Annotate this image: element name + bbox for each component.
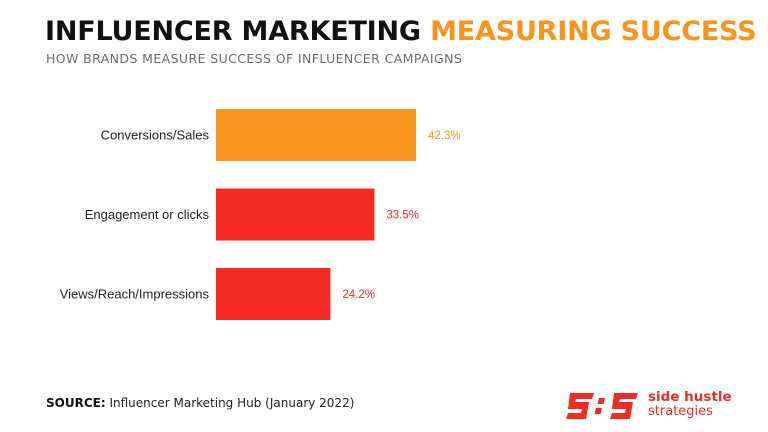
category-label: Views/Reach/Impressions: [60, 287, 210, 302]
bar: [216, 268, 331, 320]
value-label: 24.2%: [342, 289, 375, 301]
category-label: Conversions/Sales: [101, 128, 210, 143]
source-text: Influencer Marketing Hub (January 2022): [109, 396, 355, 410]
bar: [216, 188, 375, 241]
logo-mark-icon: [566, 393, 638, 419]
chart-title: INFLUENCER MARKETING MEASURING SUCCESS: [45, 14, 757, 50]
logo-text-line1: side hustle: [648, 389, 732, 405]
category-label: Engagement or clicks: [85, 207, 210, 222]
title-main: INFLUENCER MARKETING: [45, 16, 421, 47]
brand-logo: side hustle strategies: [566, 389, 741, 423]
bar: [216, 109, 416, 161]
value-label: 33.5%: [386, 210, 419, 222]
source-note: SOURCE: Influencer Marketing Hub (Januar…: [46, 396, 354, 410]
title-accent: MEASURING SUCCESS: [430, 16, 757, 47]
logo-text-line2: strategies: [648, 404, 713, 419]
value-label: 42.3%: [428, 130, 461, 142]
chart-subtitle: HOW BRANDS MEASURE SUCCESS OF INFLUENCER…: [46, 51, 463, 66]
source-label: SOURCE:: [46, 396, 106, 410]
